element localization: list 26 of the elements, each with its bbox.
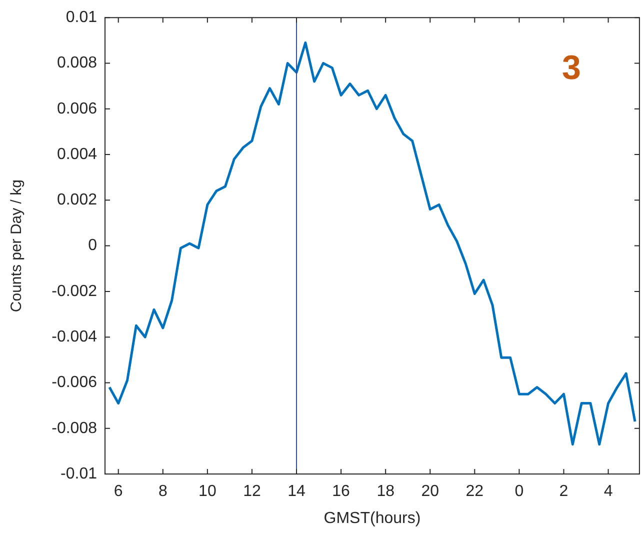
x-tick-label: 6 bbox=[114, 483, 123, 500]
x-tick-label: 18 bbox=[376, 483, 395, 500]
y-tick-label: 0.002 bbox=[56, 192, 98, 209]
x-tick-label: 8 bbox=[158, 483, 168, 500]
y-tick-label: 0.006 bbox=[56, 100, 98, 118]
y-tick-label: 0.01 bbox=[66, 9, 98, 26]
x-tick-label: 0 bbox=[514, 483, 524, 500]
x-tick-label: 16 bbox=[332, 483, 350, 500]
x-tick-label: 20 bbox=[421, 483, 440, 500]
x-tick-label: 12 bbox=[243, 483, 261, 500]
x-tick-label: 22 bbox=[466, 483, 484, 500]
annotation: 3 bbox=[562, 48, 581, 87]
y-axis-title: Counts per Day / kg bbox=[8, 180, 26, 312]
y-tick-label: 0 bbox=[88, 237, 98, 254]
y-tick-label: -0.004 bbox=[52, 328, 98, 346]
x-tick-label: 4 bbox=[604, 483, 613, 500]
y-tick-label: -0.008 bbox=[52, 420, 98, 437]
y-tick-label: -0.006 bbox=[52, 374, 98, 392]
x-tick-label: 10 bbox=[198, 483, 216, 500]
x-tick-label: 2 bbox=[559, 483, 568, 500]
x-tick-label: 14 bbox=[288, 483, 306, 500]
y-tick-label: -0.01 bbox=[60, 465, 98, 482]
y-tick-label: 0.004 bbox=[56, 146, 98, 163]
y-tick-label: 0.008 bbox=[56, 54, 98, 72]
y-tick-label: -0.002 bbox=[52, 282, 98, 300]
x-axis-title: GMST(hours) bbox=[324, 510, 421, 527]
